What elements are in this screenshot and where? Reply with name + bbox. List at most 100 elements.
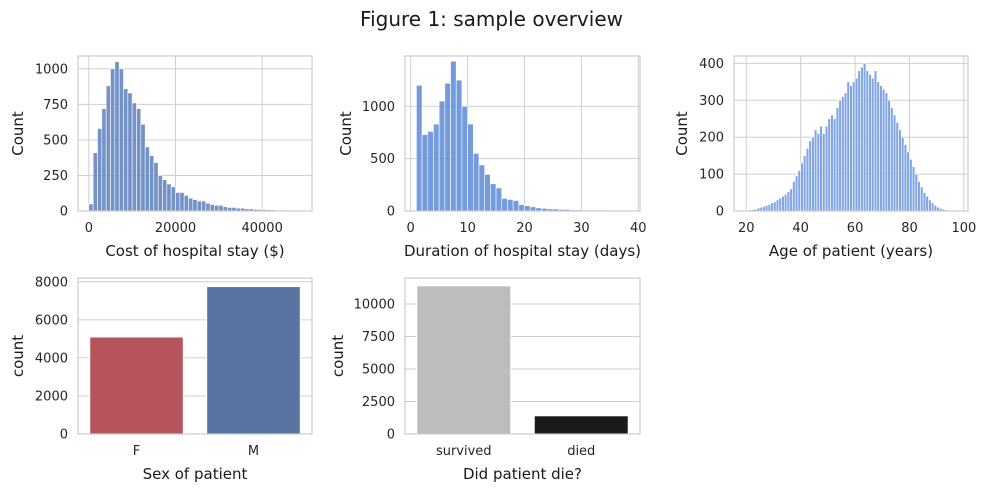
y-tick-label: 7500: [362, 330, 395, 345]
y-tick-label: 6000: [35, 313, 68, 328]
axes-frame: [77, 277, 313, 435]
y-tick-label: 0: [60, 428, 68, 443]
histogram-bar: [895, 122, 899, 212]
histogram-bar: [127, 92, 133, 212]
histogram-bar: [764, 205, 769, 212]
x-axis-label: Did patient die?: [463, 465, 582, 483]
x-tick-label: 40000: [241, 221, 282, 236]
histogram-bar: [149, 155, 155, 212]
histogram-bar: [876, 81, 880, 212]
x-tick-label: F: [133, 444, 140, 459]
histogram-bar: [775, 199, 780, 212]
histogram-bar: [192, 199, 198, 212]
histogram-bar: [784, 194, 788, 212]
chart-panel-2: 0 500 1000 0 10 20 30 40 Duration of hospital st…: [337, 55, 647, 260]
histogram-bar: [170, 186, 176, 212]
x-tick-label: 80: [901, 221, 918, 236]
histogram-bar: [862, 63, 867, 212]
histogram-bar: [833, 118, 837, 212]
y-tick-label: 400: [699, 57, 724, 72]
histogram-bar: [786, 191, 791, 212]
histogram-bar: [484, 174, 491, 212]
histogram-bar: [881, 88, 886, 212]
histogram-bar: [416, 85, 423, 212]
histogram-bar: [797, 170, 801, 212]
axes-frame: [404, 55, 641, 212]
histogram-bar: [455, 79, 463, 212]
y-tick-label: 5000: [362, 363, 395, 378]
histogram-bar: [887, 99, 891, 212]
histogram-bar: [816, 133, 821, 212]
y-axis-label: Count: [337, 111, 355, 156]
histogram-bar: [857, 70, 861, 212]
x-tick-label: 20000: [155, 221, 196, 236]
y-tick-label: 2000: [35, 389, 68, 404]
histogram-bar: [438, 100, 446, 212]
bar-survived: [416, 285, 512, 435]
histogram-bar: [811, 136, 815, 212]
histogram-bar: [914, 173, 918, 212]
histogram-bar: [781, 195, 785, 212]
histogram-bar: [205, 202, 211, 212]
histogram-bar: [427, 131, 434, 212]
histogram-bar: [450, 60, 457, 212]
histogram-bar: [860, 66, 864, 212]
histogram-bar: [501, 198, 508, 212]
y-tick-label: 2500: [362, 395, 395, 410]
histogram-bar: [846, 81, 850, 212]
x-tick-label: 10: [459, 221, 476, 236]
x-tick-label: 20: [516, 221, 533, 236]
y-axis-label: Count: [673, 111, 691, 156]
histogram-bar: [421, 134, 429, 212]
y-tick-label: 1000: [362, 100, 395, 115]
histogram-bar: [911, 166, 916, 212]
histogram-bar: [841, 96, 845, 212]
x-tick-label: 20: [738, 221, 755, 236]
x-axis-label: Age of patient (years): [769, 242, 933, 260]
histogram-bar: [909, 159, 913, 212]
histogram-bar: [433, 123, 440, 212]
histogram-bar: [917, 181, 921, 212]
histogram-bar: [188, 197, 194, 212]
histogram-bar: [201, 200, 207, 212]
histogram-bar: [97, 128, 103, 212]
histogram-bar: [110, 68, 116, 212]
y-tick-label: 8000: [35, 275, 68, 290]
chart-panel-5: 0 2500 5000 7500 10000 survived died Did patien…: [329, 277, 641, 483]
histogram-bar: [478, 164, 485, 212]
histogram-bar: [920, 186, 924, 212]
histogram-bar: [524, 205, 531, 212]
chart-panel-1: 0 250 500 750 1000 0 20000 40000 Cost of hospita…: [9, 55, 313, 260]
y-tick-label: 1000: [35, 62, 68, 77]
histogram-bar: [922, 192, 927, 212]
histogram-bar: [903, 144, 908, 212]
histogram-bar: [518, 204, 525, 212]
histogram-bar: [105, 85, 111, 212]
x-axis-label: Sex of patient: [143, 465, 248, 483]
figure-title: Figure 1: sample overview: [360, 7, 623, 31]
y-tick-label: 0: [60, 205, 68, 220]
histogram-bar: [854, 77, 859, 212]
y-tick-label: 200: [699, 131, 724, 146]
x-tick-label: 40: [792, 221, 809, 236]
x-tick-label: 30: [573, 221, 590, 236]
x-tick-label: 60: [847, 221, 864, 236]
axes-frame: [404, 277, 641, 435]
histogram-bar: [884, 92, 889, 212]
histogram-bar: [123, 88, 129, 212]
histogram-bar: [879, 85, 883, 212]
histogram-bar: [218, 205, 224, 212]
x-tick-label: 0: [407, 221, 415, 236]
histogram-bar: [898, 129, 902, 212]
y-axis-label: Count: [9, 111, 27, 156]
y-tick-label: 750: [43, 98, 68, 113]
histogram-bar: [805, 147, 810, 212]
y-tick-label: 500: [370, 152, 395, 167]
x-tick-label: 40: [630, 221, 647, 236]
histogram-bar: [794, 175, 799, 212]
histogram-bar: [529, 206, 537, 212]
histogram-bar: [472, 153, 480, 212]
y-axis-label: count: [9, 335, 27, 377]
